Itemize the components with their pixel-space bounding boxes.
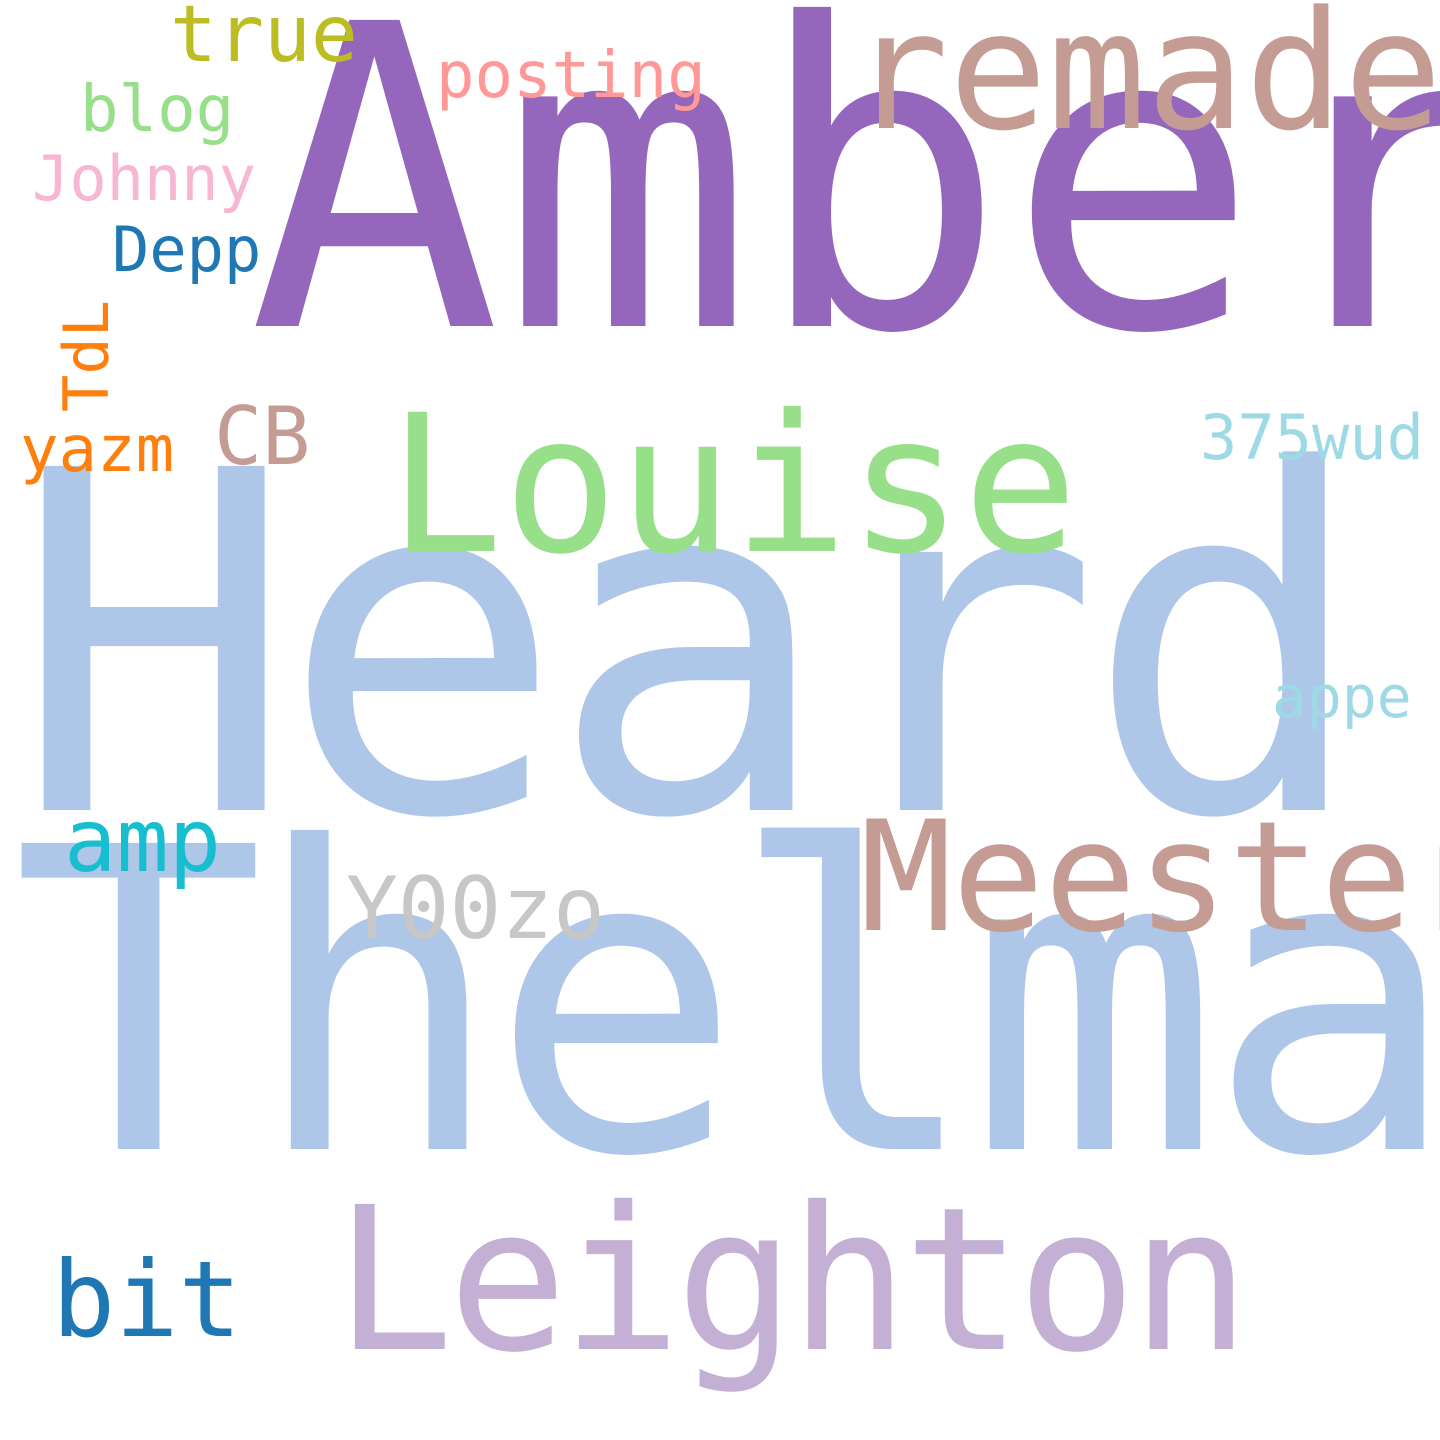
word-yazm: yazm: [20, 413, 175, 487]
word-louise: Louise: [388, 375, 1078, 597]
word-blog: blog: [80, 73, 235, 147]
word-johnny: Johnny: [32, 142, 256, 215]
word-cb: CB: [214, 390, 311, 483]
word-depp: Depp: [112, 213, 262, 286]
word-appe: appe: [1272, 663, 1412, 731]
word-bit: bit: [52, 1239, 242, 1361]
word-y00zo: Y00zo: [346, 859, 605, 959]
word-leighton: Leighton: [334, 1164, 1250, 1396]
word-amp: amp: [64, 790, 222, 892]
word-375wud: 375wud: [1200, 401, 1424, 474]
word-posting: posting: [436, 39, 706, 113]
word-thelma: Thelma: [12, 760, 1440, 1249]
word-tdl: TdL: [50, 300, 123, 412]
word-true: true: [170, 0, 358, 80]
word-amber: Amber: [248, 0, 1440, 426]
word-heard: Heard: [12, 373, 1369, 922]
word-remade: remade: [850, 0, 1440, 167]
